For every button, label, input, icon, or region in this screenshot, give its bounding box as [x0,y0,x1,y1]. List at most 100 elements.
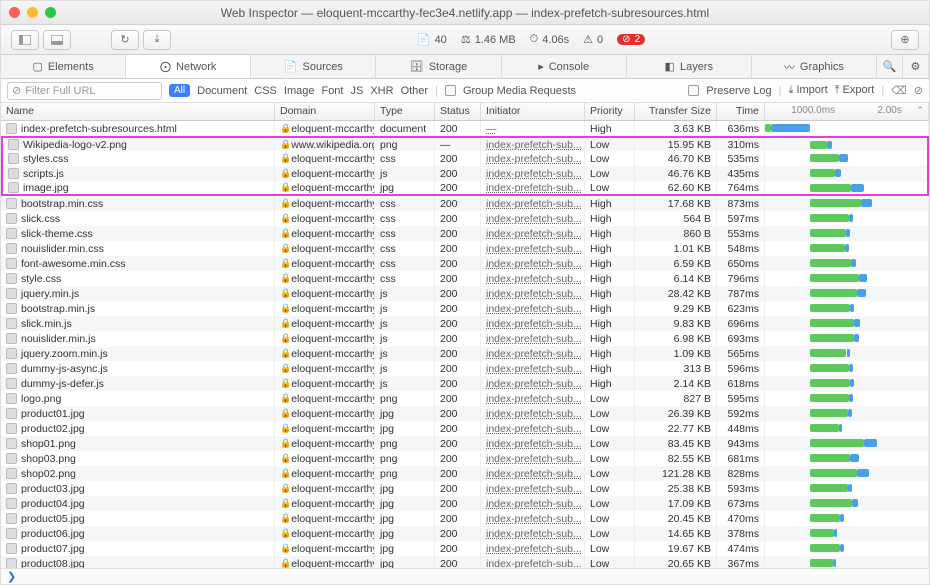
table-row[interactable]: slick-theme.css🔒 eloquent-mccarthy...css… [1,226,929,241]
cell-initiator[interactable]: index-prefetch-sub... [481,556,585,568]
cell-initiator[interactable]: index-prefetch-sub... [481,391,585,406]
reload-button[interactable]: ↻ [111,30,139,50]
cell-initiator[interactable]: index-prefetch-sub... [481,166,585,181]
table-row[interactable]: Wikipedia-logo-v2.png🔒 www.wikipedia.org… [1,136,929,151]
cell-initiator[interactable]: index-prefetch-sub... [481,361,585,376]
inspect-element-button[interactable]: ⊕ [891,30,919,50]
disable-cache-button[interactable]: ⊘ [914,84,923,97]
tab-console[interactable]: ▸ Console [502,55,627,78]
cell-initiator[interactable]: index-prefetch-sub... [481,346,585,361]
group-media-checkbox[interactable] [445,85,456,96]
table-row[interactable]: bootstrap.min.css🔒 eloquent-mccarthy...c… [1,196,929,211]
table-row[interactable]: image.jpg🔒 eloquent-mccarthy...jpg200ind… [1,181,929,196]
table-row[interactable]: nouislider.min.js🔒 eloquent-mccarthy...j… [1,331,929,346]
table-row[interactable]: product03.jpg🔒 eloquent-mccarthy...jpg20… [1,481,929,496]
tab-elements[interactable]: ▢ Elements [1,55,126,78]
export-button[interactable]: ⤒ Export [835,84,875,97]
minimize-window-icon[interactable] [27,7,38,18]
table-row[interactable]: slick.min.js🔒 eloquent-mccarthy...js200i… [1,316,929,331]
filter-font[interactable]: Font [321,85,343,97]
col-waterfall[interactable]: 1000.0ms2.00s ⌃ [765,103,929,120]
cell-initiator[interactable]: index-prefetch-sub... [481,286,585,301]
cell-initiator[interactable]: index-prefetch-sub... [481,271,585,286]
tab-network[interactable]: ⨀ Network [126,55,251,78]
settings-button[interactable]: ⚙ [903,55,929,78]
table-row[interactable]: jquery.zoom.min.js🔒 eloquent-mccarthy...… [1,346,929,361]
table-row[interactable]: styles.css🔒 eloquent-mccarthy...css200in… [1,151,929,166]
cell-initiator[interactable]: index-prefetch-sub... [481,226,585,241]
table-row[interactable]: font-awesome.min.css🔒 eloquent-mccarthy.… [1,256,929,271]
clear-button[interactable]: ⌫ [891,84,907,97]
col-initiator[interactable]: Initiator [481,103,585,120]
cell-initiator[interactable]: index-prefetch-sub... [481,481,585,496]
cell-initiator[interactable]: index-prefetch-sub... [481,451,585,466]
cell-initiator[interactable]: index-prefetch-sub... [481,436,585,451]
table-row[interactable]: jquery.min.js🔒 eloquent-mccarthy...js200… [1,286,929,301]
col-time[interactable]: Time [717,103,765,120]
cell-initiator[interactable]: index-prefetch-sub... [481,151,585,166]
tab-sources[interactable]: 📄 Sources [251,55,376,78]
table-row[interactable]: slick.css🔒 eloquent-mccarthy...css200ind… [1,211,929,226]
cell-initiator[interactable]: index-prefetch-sub... [481,496,585,511]
filter-image[interactable]: Image [284,85,315,97]
filter-all[interactable]: All [169,84,190,97]
col-domain[interactable]: Domain [275,103,375,120]
cell-initiator[interactable]: index-prefetch-sub... [481,466,585,481]
table-row[interactable]: scripts.js🔒 eloquent-mccarthy...js200ind… [1,166,929,181]
close-window-icon[interactable] [9,7,20,18]
cell-initiator[interactable]: index-prefetch-sub... [481,301,585,316]
table-row[interactable]: logo.png🔒 eloquent-mccarthy...png200inde… [1,391,929,406]
table-row[interactable]: product02.jpg🔒 eloquent-mccarthy...jpg20… [1,421,929,436]
cell-initiator[interactable]: index-prefetch-sub... [481,406,585,421]
table-row[interactable]: shop03.png🔒 eloquent-mccarthy...png200in… [1,451,929,466]
col-type[interactable]: Type [375,103,435,120]
cell-initiator[interactable]: — [481,121,585,136]
table-row[interactable]: shop01.png🔒 eloquent-mccarthy...png200in… [1,436,929,451]
zoom-window-icon[interactable] [45,7,56,18]
col-size[interactable]: Transfer Size [635,103,717,120]
preserve-log-checkbox[interactable] [688,85,699,96]
table-row[interactable]: nouislider.min.css🔒 eloquent-mccarthy...… [1,241,929,256]
table-row[interactable]: shop02.png🔒 eloquent-mccarthy...png200in… [1,466,929,481]
cell-initiator[interactable]: index-prefetch-sub... [481,316,585,331]
table-row[interactable]: product04.jpg🔒 eloquent-mccarthy...jpg20… [1,496,929,511]
filter-js[interactable]: JS [350,85,363,97]
table-row[interactable]: product06.jpg🔒 eloquent-mccarthy...jpg20… [1,526,929,541]
tab-layers[interactable]: ◧ Layers [627,55,752,78]
cell-initiator[interactable]: index-prefetch-sub... [481,331,585,346]
col-status[interactable]: Status [435,103,481,120]
dock-bottom-button[interactable] [43,30,71,50]
table-row[interactable]: index-prefetch-subresources.html🔒 eloque… [1,121,929,136]
cell-initiator[interactable]: index-prefetch-sub... [481,211,585,226]
cell-initiator[interactable]: index-prefetch-sub... [481,196,585,211]
table-row[interactable]: dummy-js-defer.js🔒 eloquent-mccarthy...j… [1,376,929,391]
filter-url-input[interactable]: ⊘ Filter Full URL [7,82,162,100]
cell-initiator[interactable]: index-prefetch-sub... [481,241,585,256]
table-row[interactable]: product05.jpg🔒 eloquent-mccarthy...jpg20… [1,511,929,526]
col-name[interactable]: Name [1,103,275,120]
network-table-body[interactable]: index-prefetch-subresources.html🔒 eloque… [1,121,929,568]
cell-initiator[interactable]: index-prefetch-sub... [481,256,585,271]
cell-initiator[interactable]: index-prefetch-sub... [481,181,585,194]
table-row[interactable]: bootstrap.min.js🔒 eloquent-mccarthy...js… [1,301,929,316]
cell-initiator[interactable]: index-prefetch-sub... [481,511,585,526]
tab-graphics[interactable]: 〰 Graphics [752,55,877,78]
filter-other[interactable]: Other [401,85,429,97]
filter-xhr[interactable]: XHR [370,85,393,97]
cell-initiator[interactable]: index-prefetch-sub... [481,526,585,541]
col-priority[interactable]: Priority [585,103,635,120]
console-prompt-bar[interactable]: ❯ [1,568,929,584]
filter-document[interactable]: Document [197,85,247,97]
table-row[interactable]: product08.jpg🔒 eloquent-mccarthy...jpg20… [1,556,929,568]
download-button[interactable]: ⤓ [143,30,171,50]
table-row[interactable]: product01.jpg🔒 eloquent-mccarthy...jpg20… [1,406,929,421]
cell-initiator[interactable]: index-prefetch-sub... [481,421,585,436]
filter-css[interactable]: CSS [254,85,277,97]
cell-initiator[interactable]: index-prefetch-sub... [481,376,585,391]
dock-side-button[interactable] [11,30,39,50]
table-row[interactable]: style.css🔒 eloquent-mccarthy...css200ind… [1,271,929,286]
table-row[interactable]: dummy-js-async.js🔒 eloquent-mccarthy...j… [1,361,929,376]
search-panel-button[interactable]: 🔍 [877,55,903,78]
cell-initiator[interactable]: index-prefetch-sub... [481,541,585,556]
table-row[interactable]: product07.jpg🔒 eloquent-mccarthy...jpg20… [1,541,929,556]
